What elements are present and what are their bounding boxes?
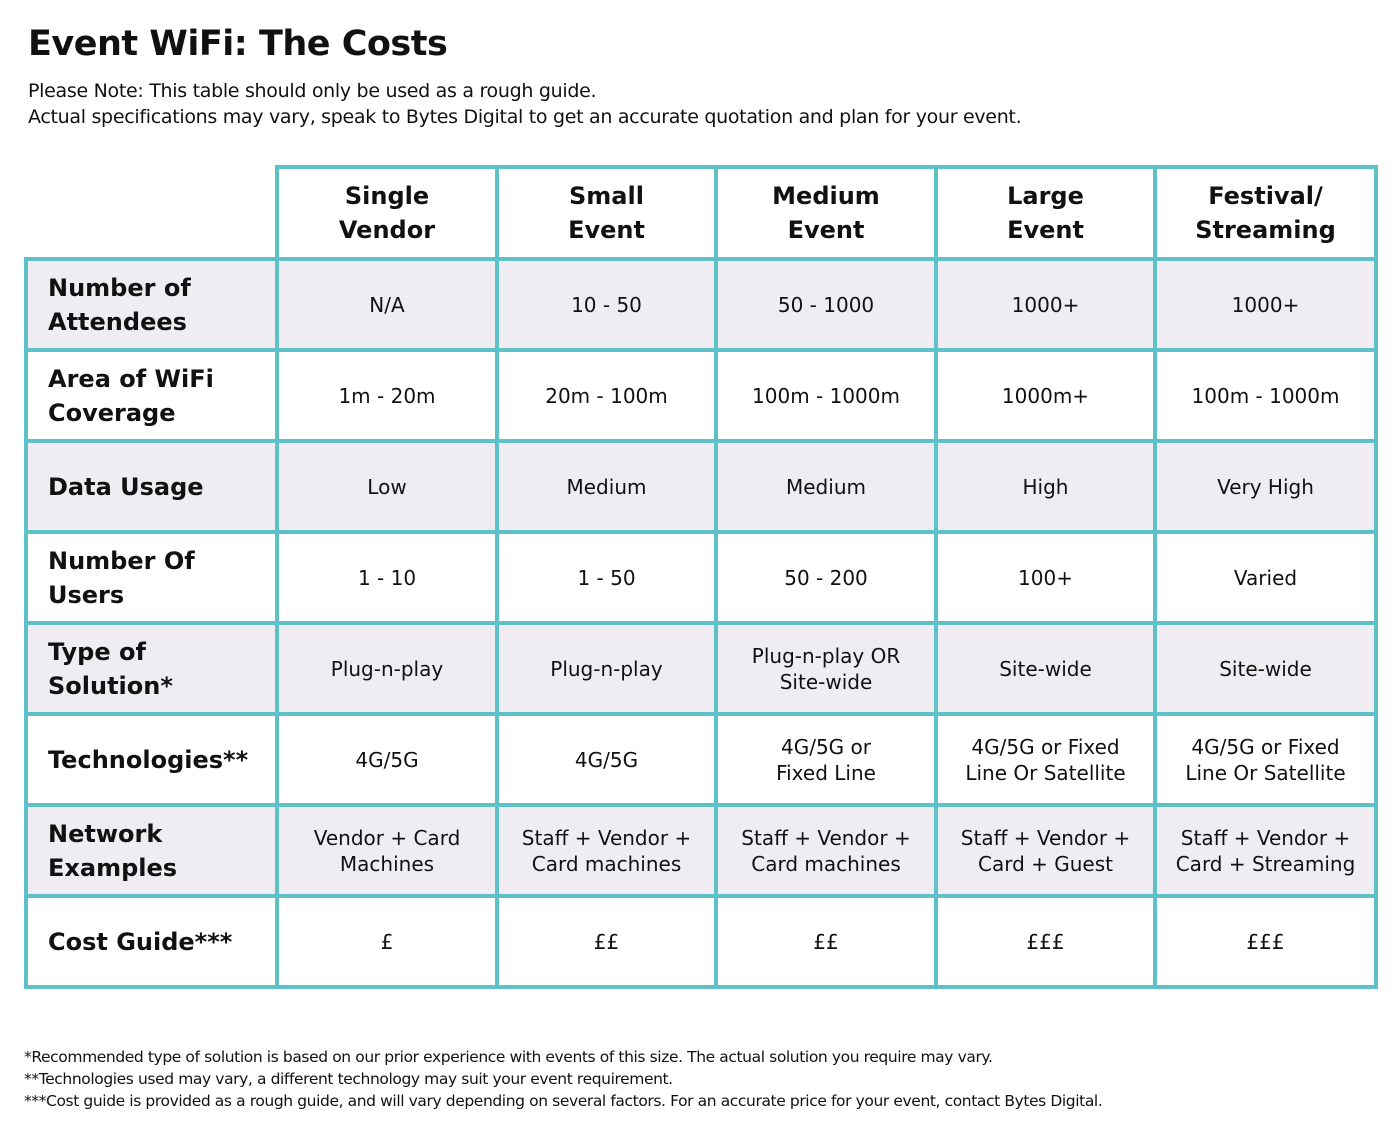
- table-cell: Site-wide: [934, 621, 1157, 716]
- header-row: Single Vendor Small Event Medium Event Large Ev…: [26, 165, 1378, 261]
- table-cell: Plug-n-play: [495, 621, 718, 716]
- column-header: Medium Event: [714, 165, 938, 261]
- table-cell: ££: [495, 894, 718, 989]
- table-cell: 4G/5G or Fixed Line Or Satellite: [1153, 712, 1378, 807]
- table-cell: Varied: [1153, 530, 1378, 625]
- table-cell: High: [934, 439, 1157, 534]
- table-cell: 1 - 10: [275, 530, 499, 625]
- note-line-2: Actual specifications may vary, speak to…: [28, 106, 1022, 128]
- table-row: Number of Attendees N/A 10 - 50 50 - 1000 100…: [24, 257, 1378, 352]
- table-row: Data Usage Low Medium Medium High Very High: [24, 439, 1378, 534]
- table-row: Technologies** 4G/5G 4G/5G 4G/5G or Fixed Li…: [24, 712, 1378, 807]
- table-cell: 1000+: [1153, 257, 1378, 352]
- table-cell: Very High: [1153, 439, 1378, 534]
- table-cell: Low: [275, 439, 499, 534]
- table-cell: £££: [1153, 894, 1378, 989]
- table-cell: Site-wide: [1153, 621, 1378, 716]
- table-cell: Plug-n-play: [275, 621, 499, 716]
- table-cell: Staff + Vendor + Card machines: [495, 803, 718, 898]
- table-cell: 100m - 1000m: [1153, 348, 1378, 443]
- table-cell: 50 - 200: [714, 530, 938, 625]
- table-cell: 1000m+: [934, 348, 1157, 443]
- table-cell: 4G/5G: [275, 712, 499, 807]
- row-label: Area of WiFi Coverage: [24, 348, 279, 443]
- footnote-1: *Recommended type of solution is based o…: [24, 1048, 993, 1066]
- table-cell: 20m - 100m: [495, 348, 718, 443]
- table-cell: 4G/5G: [495, 712, 718, 807]
- table-row: Type of Solution* Plug-n-play Plug-n-play Pl…: [24, 621, 1378, 716]
- table-row: Area of WiFi Coverage 1m - 20m 20m - 100m 10…: [24, 348, 1378, 443]
- table-cell: 4G/5G or Fixed Line: [714, 712, 938, 807]
- corner-cell: [26, 167, 279, 261]
- row-label: Technologies**: [24, 712, 279, 807]
- column-header: Small Event: [495, 165, 718, 261]
- table-cell: Vendor + Card Machines: [275, 803, 499, 898]
- table-cell: 10 - 50: [495, 257, 718, 352]
- table-cell: Staff + Vendor + Card + Guest: [934, 803, 1157, 898]
- table-cell: £££: [934, 894, 1157, 989]
- row-label: Number of Attendees: [24, 257, 279, 352]
- row-label: Type of Solution*: [24, 621, 279, 716]
- table-row: Number Of Users 1 - 10 1 - 50 50 - 200 100+ V…: [24, 530, 1378, 625]
- table-cell: £: [275, 894, 499, 989]
- table-cell: Staff + Vendor + Card machines: [714, 803, 938, 898]
- row-label: Network Examples: [24, 803, 279, 898]
- row-label: Data Usage: [24, 439, 279, 534]
- table-cell: 1m - 20m: [275, 348, 499, 443]
- table-cell: 1000+: [934, 257, 1157, 352]
- table-row: Network Examples Vendor + Card Machines Staf…: [24, 803, 1378, 898]
- table-cell: 100+: [934, 530, 1157, 625]
- table-row: Cost Guide*** £ ££ ££ £££ £££: [24, 894, 1378, 989]
- page-title: Event WiFi: The Costs: [28, 24, 448, 64]
- column-header: Large Event: [934, 165, 1157, 261]
- row-label: Cost Guide***: [24, 894, 279, 989]
- table-cell: N/A: [275, 257, 499, 352]
- footnote-3: ***Cost guide is provided as a rough gui…: [24, 1092, 1103, 1110]
- footnote-2: **Technologies used may vary, a differen…: [24, 1070, 673, 1088]
- table-cell: Staff + Vendor + Card + Streaming: [1153, 803, 1378, 898]
- table-cell: Medium: [495, 439, 718, 534]
- cost-table: Single Vendor Small Event Medium Event Large Ev…: [24, 165, 1378, 989]
- table-cell: Plug-n-play OR Site-wide: [714, 621, 938, 716]
- column-header: Festival/Streaming: [1153, 165, 1378, 261]
- note-line-1: Please Note: This table should only be u…: [28, 80, 597, 102]
- table-cell: 100m - 1000m: [714, 348, 938, 443]
- table-cell: ££: [714, 894, 938, 989]
- column-header: Single Vendor: [275, 165, 499, 261]
- table-cell: 50 - 1000: [714, 257, 938, 352]
- table-cell: Medium: [714, 439, 938, 534]
- row-label: Number Of Users: [24, 530, 279, 625]
- table-cell: 4G/5G or Fixed Line Or Satellite: [934, 712, 1157, 807]
- table-cell: 1 - 50: [495, 530, 718, 625]
